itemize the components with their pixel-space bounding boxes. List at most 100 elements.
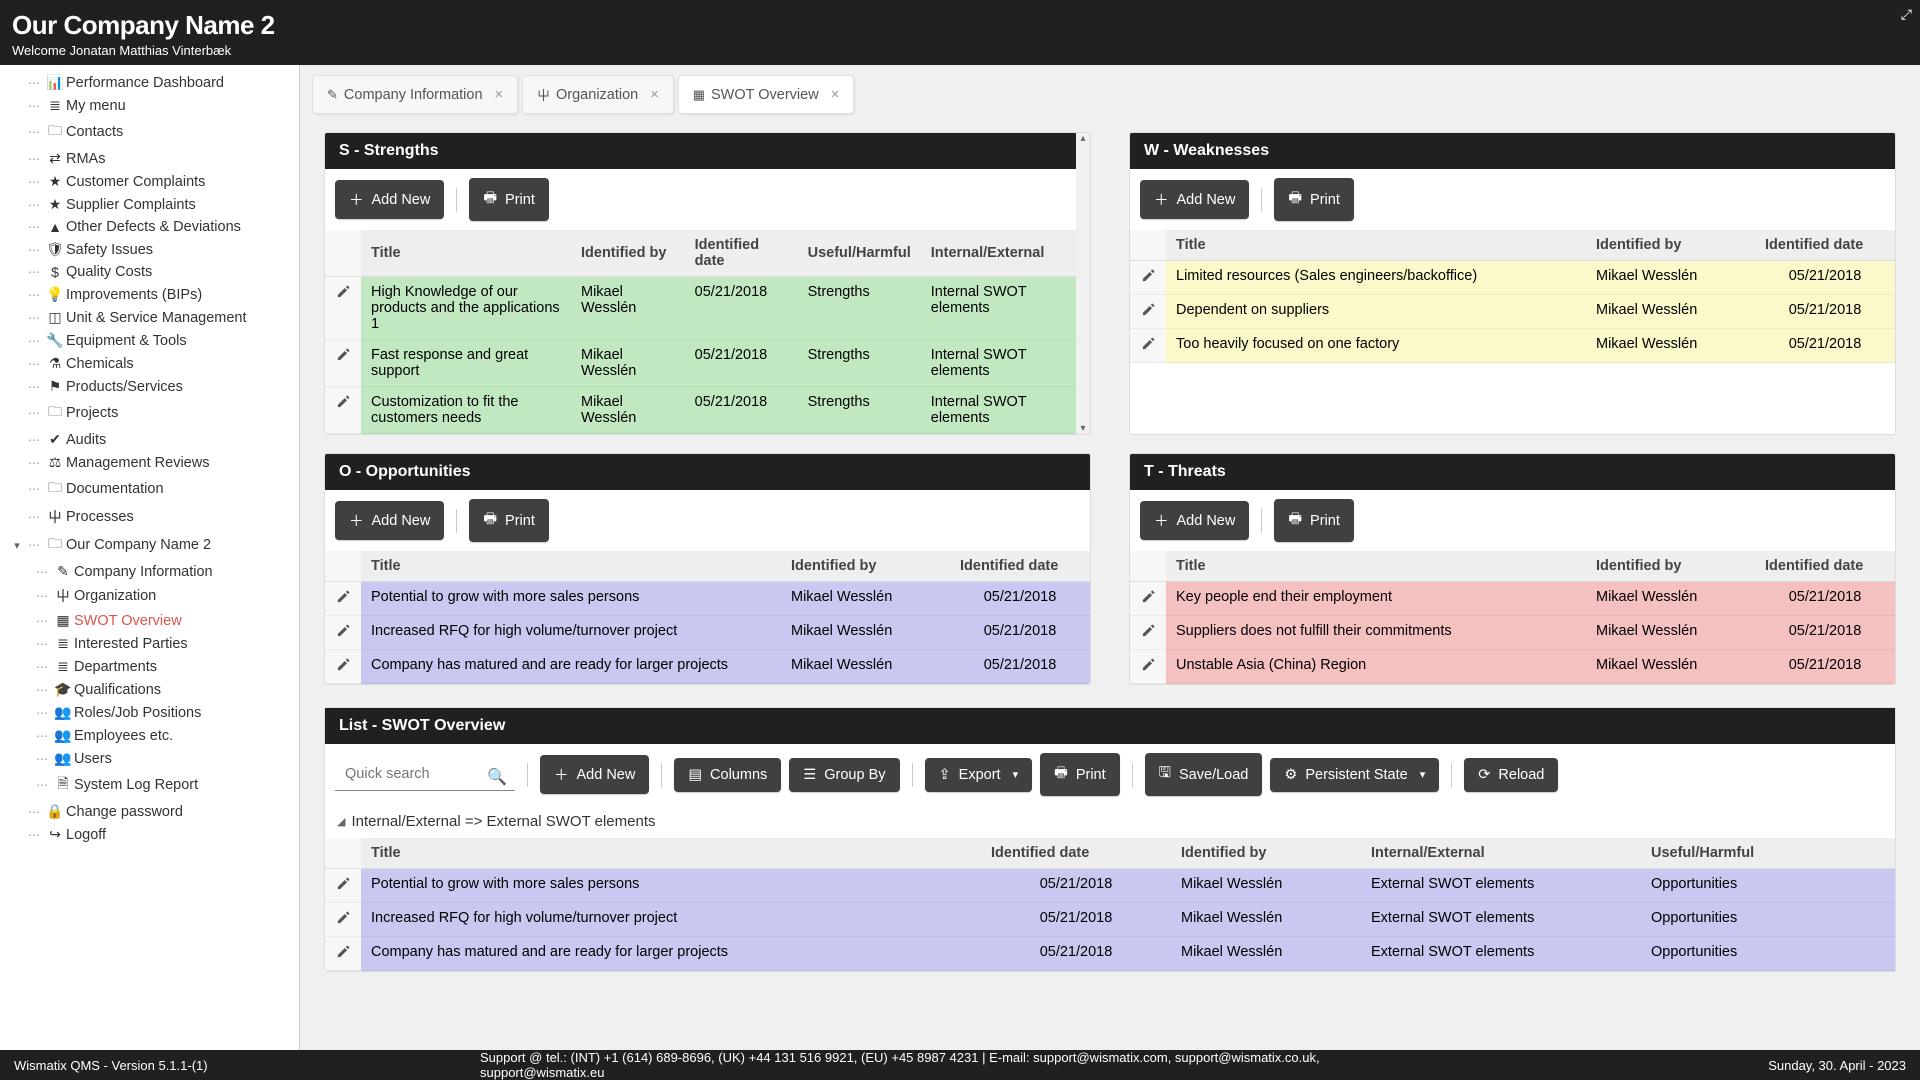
table-row[interactable]: Unstable Asia (China) RegionMikael Wessl…: [1130, 650, 1895, 684]
table-row[interactable]: Limited resources (Sales engineers/backo…: [1130, 261, 1895, 295]
sidebar-item[interactable]: ⋯📊Performance Dashboard: [0, 71, 299, 94]
column-header[interactable]: Internal/External: [1361, 838, 1641, 869]
group-row[interactable]: ◢ Internal/External => External SWOT ele…: [325, 805, 1895, 838]
column-header[interactable]: Identified date: [981, 838, 1171, 869]
opportunities-add-button[interactable]: ＋Add New: [335, 501, 444, 540]
sidebar-item[interactable]: ⋯⼬Processes: [0, 504, 299, 530]
column-header[interactable]: Identified by: [1586, 551, 1755, 582]
sidebar-item[interactable]: ⋯🔒Change password: [0, 800, 299, 823]
column-header[interactable]: Title: [361, 230, 571, 277]
sidebar-item[interactable]: ⋯⚑Products/Services: [0, 375, 299, 398]
edit-cell[interactable]: [1130, 295, 1166, 329]
save-load-button[interactable]: 🖫Save/Load: [1145, 753, 1263, 796]
threats-add-button[interactable]: ＋Add New: [1140, 501, 1249, 540]
reload-button[interactable]: ⟳Reload: [1464, 758, 1558, 792]
column-header[interactable]: Useful/Harmful: [1641, 838, 1895, 869]
table-row[interactable]: Customization to fit the customers needs…: [325, 387, 1090, 434]
sidebar-item[interactable]: ⋯↪Logoff: [0, 823, 299, 846]
sidebar-item[interactable]: ⋯⚗Chemicals: [0, 352, 299, 375]
column-header[interactable]: Title: [361, 551, 781, 582]
edit-cell[interactable]: [1130, 650, 1166, 684]
table-row[interactable]: Key people end their employmentMikael We…: [1130, 582, 1895, 616]
edit-cell[interactable]: [325, 650, 361, 684]
sidebar-subitem[interactable]: ⋯≣Interested Parties: [0, 632, 299, 655]
sidebar-item[interactable]: ⋯▲Other Defects & Deviations: [0, 216, 299, 238]
sidebar-item[interactable]: ⋯🗀Contacts: [0, 117, 299, 147]
edit-cell[interactable]: [325, 387, 361, 434]
list-add-button[interactable]: ＋Add New: [540, 755, 649, 794]
edit-cell[interactable]: [325, 582, 361, 616]
column-header[interactable]: Useful/Harmful: [798, 230, 921, 277]
edit-cell[interactable]: [325, 277, 361, 340]
sidebar-item[interactable]: ⋯$Quality Costs: [0, 261, 299, 283]
weaknesses-add-button[interactable]: ＋Add New: [1140, 180, 1249, 219]
close-icon[interactable]: ×: [831, 87, 839, 103]
sidebar-item[interactable]: ▾⋯🗀Our Company Name 2: [0, 530, 299, 560]
column-header[interactable]: Identified by: [571, 230, 685, 277]
columns-button[interactable]: ▤Columns: [674, 758, 781, 792]
edit-cell[interactable]: [1130, 616, 1166, 650]
weaknesses-print-button[interactable]: 🖶Print: [1274, 178, 1354, 221]
persistent-state-button[interactable]: ⚙Persistent State: [1270, 758, 1439, 792]
edit-cell[interactable]: [325, 937, 361, 971]
table-row[interactable]: Fast response and great supportMikael We…: [325, 340, 1090, 387]
column-header[interactable]: Title: [1166, 230, 1586, 261]
group-by-button[interactable]: ☰Group By: [789, 758, 899, 792]
sidebar-item[interactable]: ⋯≣My menu: [0, 94, 299, 117]
table-row[interactable]: Company has matured and are ready for la…: [325, 650, 1090, 684]
scrollbar[interactable]: ▴▾: [1076, 133, 1090, 434]
table-row[interactable]: Increased RFQ for high volume/turnover p…: [325, 616, 1090, 650]
close-icon[interactable]: ×: [495, 87, 503, 103]
sidebar-item[interactable]: ⋯💡Improvements (BIPs): [0, 283, 299, 306]
table-row[interactable]: Potential to grow with more sales person…: [325, 582, 1090, 616]
edit-cell[interactable]: [325, 869, 361, 903]
column-header[interactable]: Title: [1166, 551, 1586, 582]
search-icon[interactable]: 🔍: [487, 767, 507, 787]
tab[interactable]: ⼬Organization×: [522, 75, 674, 114]
column-header[interactable]: Identified by: [1171, 838, 1361, 869]
sidebar-item[interactable]: ⋯★Customer Complaints: [0, 170, 299, 193]
table-row[interactable]: Increased RFQ for high volume/turnover p…: [325, 903, 1895, 937]
edit-cell[interactable]: [325, 903, 361, 937]
column-header[interactable]: Identified date: [1755, 230, 1895, 261]
sidebar-item[interactable]: ⋯◫Unit & Service Management: [0, 306, 299, 329]
edit-cell[interactable]: [325, 340, 361, 387]
opportunities-print-button[interactable]: 🖶Print: [469, 499, 549, 542]
sidebar-subitem[interactable]: ⋯🗎System Log Report: [0, 770, 299, 800]
strengths-print-button[interactable]: 🖶Print: [469, 178, 549, 221]
table-row[interactable]: Dependent on suppliersMikael Wesslén05/2…: [1130, 295, 1895, 329]
threats-print-button[interactable]: 🖶Print: [1274, 499, 1354, 542]
column-header[interactable]: Identified date: [1755, 551, 1895, 582]
tab[interactable]: ✎Company Information×: [312, 75, 518, 114]
export-button[interactable]: ⇪Export: [925, 758, 1033, 792]
column-header[interactable]: Identified by: [1586, 230, 1755, 261]
sidebar-item[interactable]: ⋯⚖Management Reviews: [0, 451, 299, 474]
column-header[interactable]: Identified date: [685, 230, 798, 277]
sidebar-subitem[interactable]: ⋯🎓Qualifications: [0, 678, 299, 701]
strengths-add-button[interactable]: ＋Add New: [335, 180, 444, 219]
sidebar-subitem[interactable]: ⋯👥Roles/Job Positions: [0, 701, 299, 724]
sidebar-item[interactable]: ⋯⇄RMAs: [0, 147, 299, 170]
column-header[interactable]: Identified date: [950, 551, 1090, 582]
column-header[interactable]: Identified by: [781, 551, 950, 582]
sidebar-subitem[interactable]: ⋯👥Employees etc.: [0, 724, 299, 747]
sidebar-subitem[interactable]: ⋯≣Departments: [0, 655, 299, 678]
sidebar-item[interactable]: ⋯🛡Safety Issues: [0, 238, 299, 261]
table-row[interactable]: High Knowledge of our products and the a…: [325, 277, 1090, 340]
column-header[interactable]: Title: [361, 838, 981, 869]
sidebar-subitem[interactable]: ⋯▦SWOT Overview: [0, 609, 299, 632]
list-print-button[interactable]: 🖶Print: [1040, 753, 1120, 796]
sidebar-subitem[interactable]: ⋯👥Users: [0, 747, 299, 770]
sidebar-subitem[interactable]: ⋯⼬Organization: [0, 583, 299, 609]
expand-icon[interactable]: ⤢: [1901, 6, 1912, 23]
sidebar-item[interactable]: ⋯🗀Documentation: [0, 474, 299, 504]
table-row[interactable]: Company has matured and are ready for la…: [325, 937, 1895, 971]
sidebar-item[interactable]: ⋯🔧Equipment & Tools: [0, 329, 299, 352]
sidebar-subitem[interactable]: ⋯✎Company Information: [0, 560, 299, 583]
sidebar-item[interactable]: ⋯★Supplier Complaints: [0, 193, 299, 216]
sidebar-item[interactable]: ⋯🗀Projects: [0, 398, 299, 428]
edit-cell[interactable]: [1130, 261, 1166, 295]
tab[interactable]: ▦SWOT Overview×: [678, 75, 854, 114]
edit-cell[interactable]: [325, 616, 361, 650]
table-row[interactable]: Too heavily focused on one factoryMikael…: [1130, 329, 1895, 363]
